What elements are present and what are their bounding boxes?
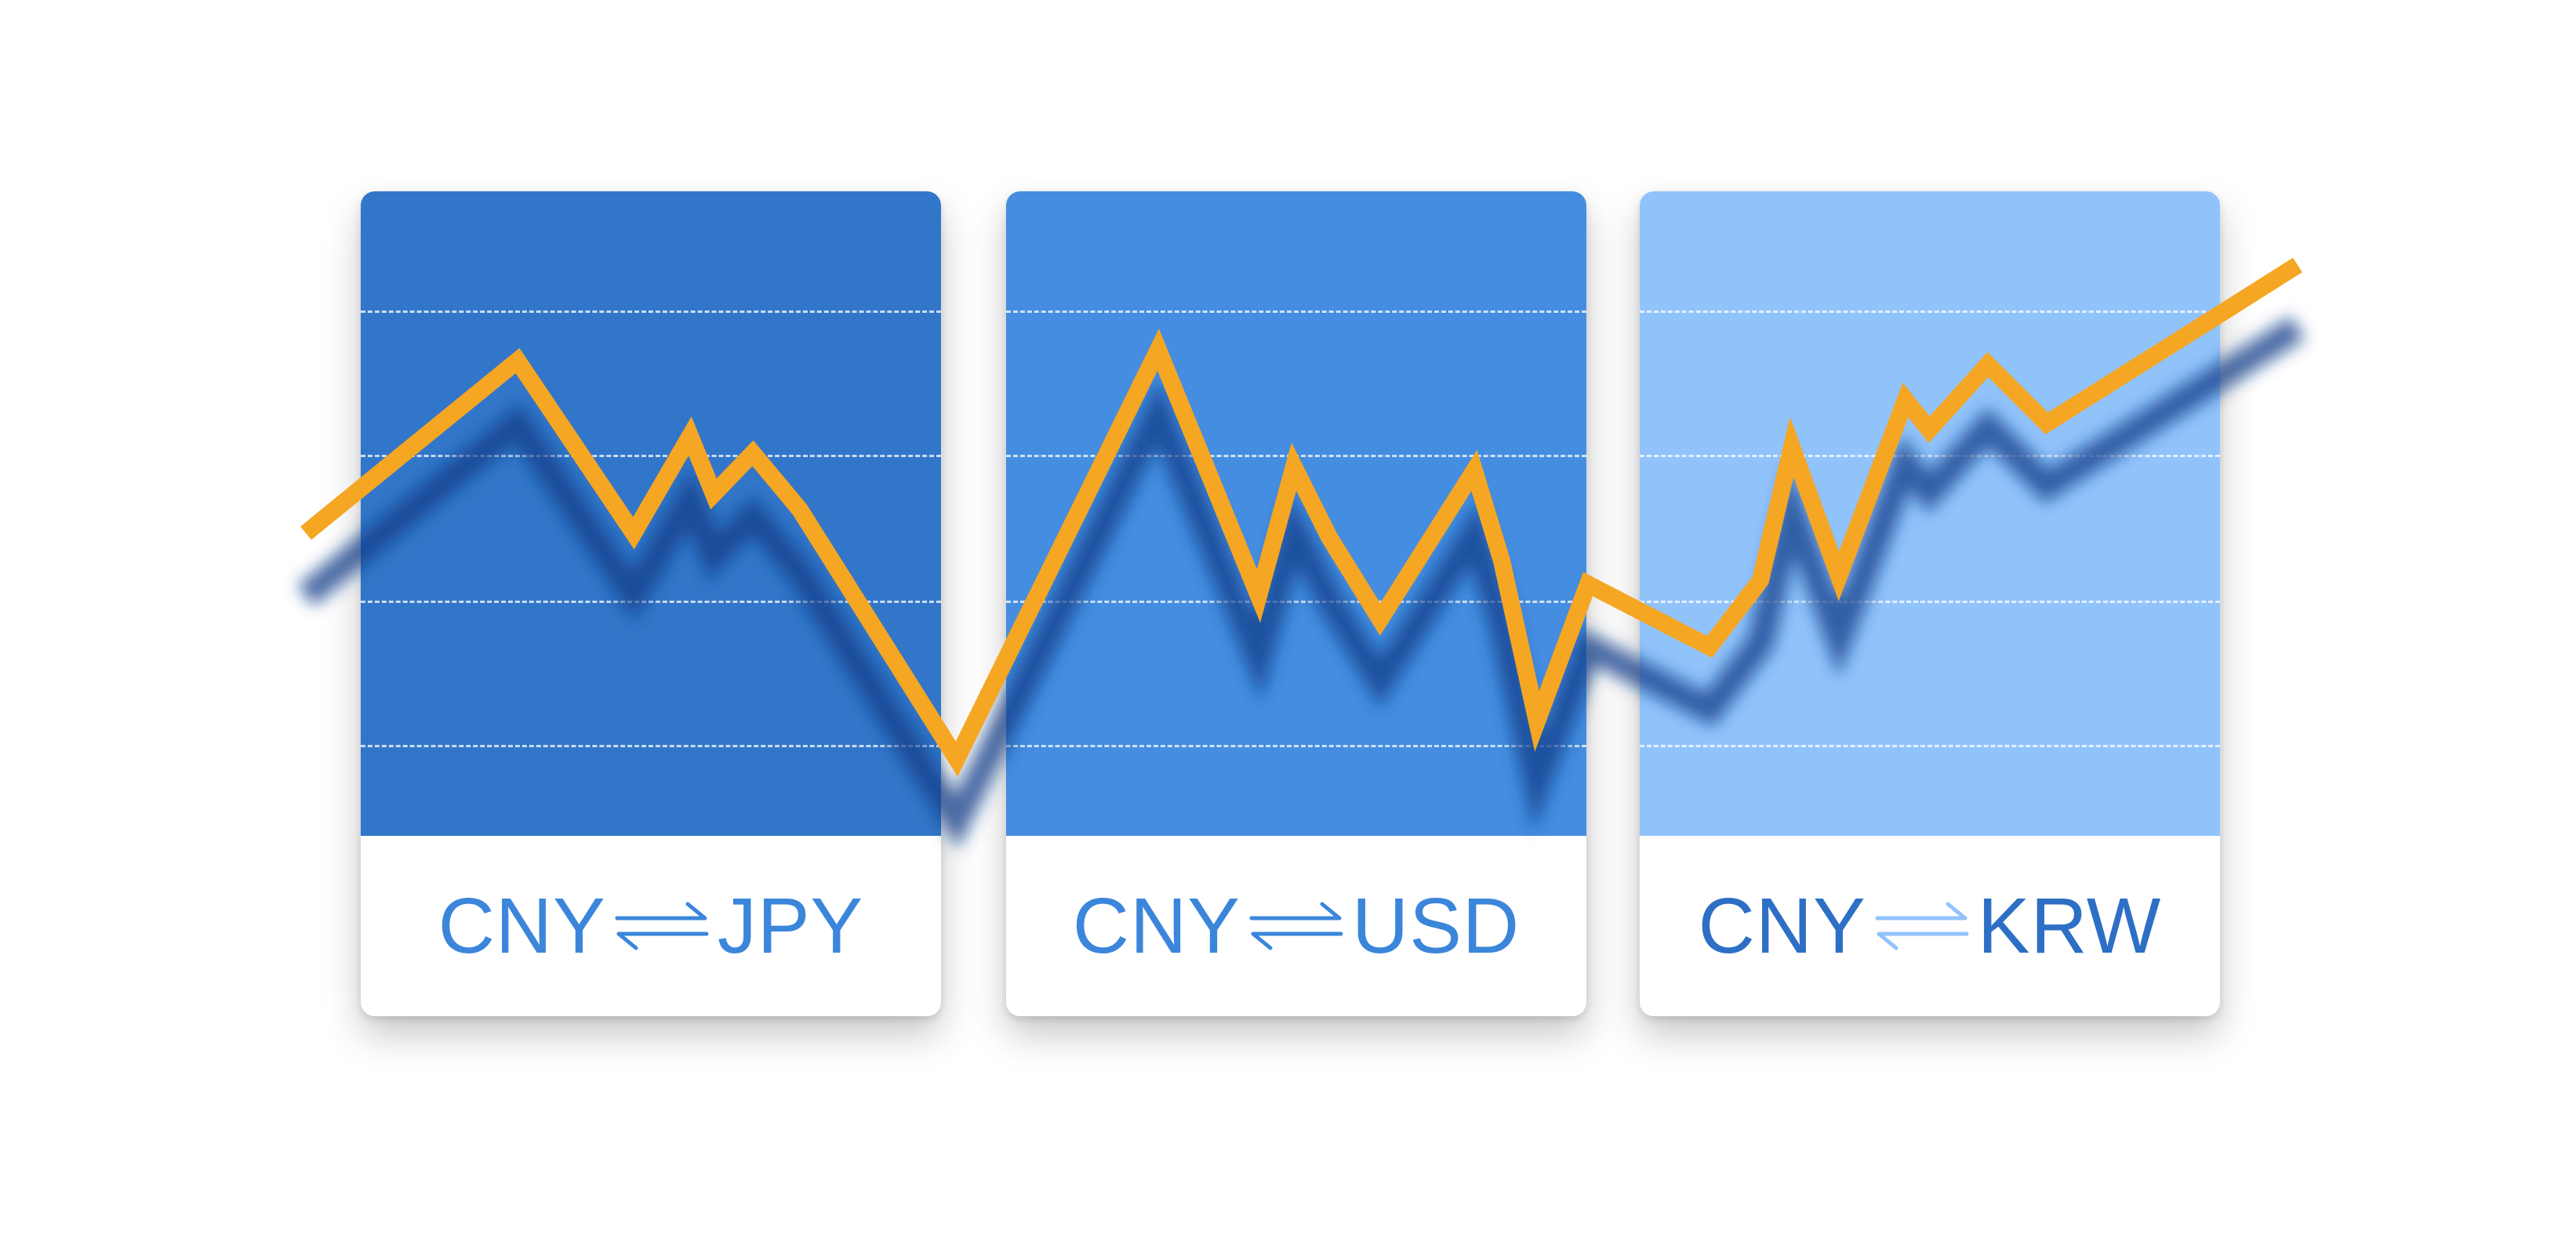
card-chart-area bbox=[361, 191, 941, 836]
currency-card-cny-jpy[interactable]: CNY JPY bbox=[361, 191, 941, 1016]
gridline bbox=[1006, 601, 1586, 603]
gridline bbox=[1640, 310, 2220, 313]
from-currency: CNY bbox=[1072, 882, 1241, 970]
to-currency: JPY bbox=[717, 882, 864, 970]
currency-card-cny-usd[interactable]: CNY USD bbox=[1006, 191, 1586, 1016]
card-label-area: CNY JPY bbox=[361, 836, 941, 1016]
exchange-arrows-icon bbox=[611, 895, 713, 957]
gridline bbox=[1006, 745, 1586, 747]
gridline bbox=[361, 745, 941, 747]
to-currency: KRW bbox=[1977, 882, 2162, 970]
to-currency: USD bbox=[1352, 882, 1521, 970]
exchange-arrows-icon bbox=[1245, 895, 1347, 957]
card-chart-area bbox=[1640, 191, 2220, 836]
gridline bbox=[1640, 601, 2220, 603]
currency-card-cny-krw[interactable]: CNY KRW bbox=[1640, 191, 2220, 1016]
gridline bbox=[361, 310, 941, 313]
currency-pair-label: CNY JPY bbox=[438, 887, 864, 965]
card-chart-area bbox=[1006, 191, 1586, 836]
from-currency: CNY bbox=[438, 882, 606, 970]
gridline bbox=[1640, 745, 2220, 747]
gridline bbox=[1640, 455, 2220, 457]
card-label-area: CNY KRW bbox=[1640, 836, 2220, 1016]
from-currency: CNY bbox=[1698, 882, 1866, 970]
exchange-arrows-icon bbox=[1871, 895, 1973, 957]
gridline bbox=[361, 455, 941, 457]
gridline bbox=[1006, 310, 1586, 313]
currency-pair-label: CNY USD bbox=[1073, 887, 1520, 965]
gridline bbox=[1006, 455, 1586, 457]
card-label-area: CNY USD bbox=[1006, 836, 1586, 1016]
currency-pair-label: CNY KRW bbox=[1699, 887, 2162, 965]
gridline bbox=[361, 601, 941, 603]
